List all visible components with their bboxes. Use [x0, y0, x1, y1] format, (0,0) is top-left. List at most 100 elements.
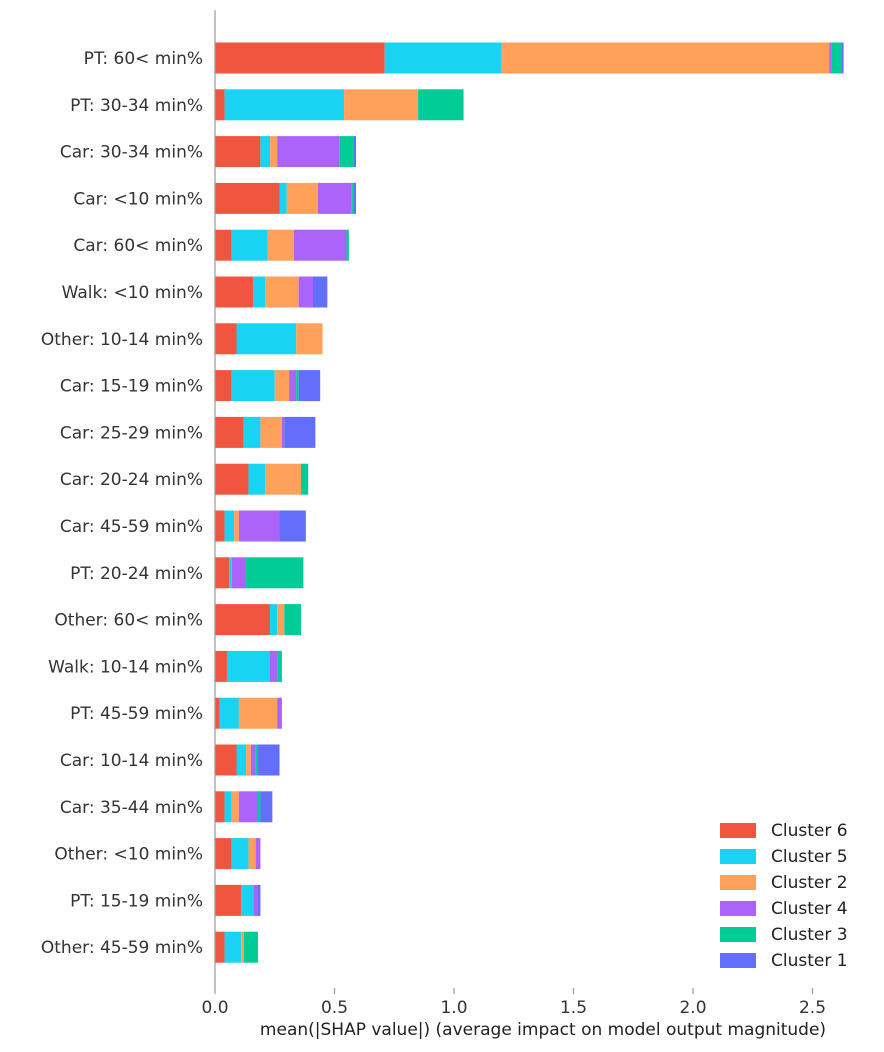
- bar-segment: [831, 42, 842, 74]
- bar-segment: [231, 229, 268, 261]
- bar-segment: [238, 510, 280, 542]
- bar-segment: [296, 370, 299, 402]
- y-tick-label: PT: 60< min%: [84, 49, 203, 69]
- bar-segment: [219, 697, 239, 729]
- bar-segment: [501, 42, 830, 74]
- y-tick-label: Other: 45-59 min%: [41, 938, 203, 958]
- y-tick-label: Car: 20-24 min%: [60, 470, 203, 490]
- bar-segment: [312, 276, 328, 308]
- bar-segment: [243, 416, 261, 448]
- legend-label: Cluster 4: [771, 899, 848, 919]
- bar-segment: [215, 276, 254, 308]
- bar-segment: [346, 229, 349, 261]
- bar-segment: [274, 370, 290, 402]
- bar-segment: [293, 229, 347, 261]
- bar-segment: [215, 370, 232, 402]
- bar-segment: [253, 884, 259, 916]
- bar-segment: [279, 182, 287, 214]
- bar-segment: [215, 136, 261, 168]
- bar-segment: [215, 884, 242, 916]
- x-axis-label: mean(|SHAP value|) (average impact on mo…: [260, 1020, 826, 1040]
- bar-segment: [265, 276, 299, 308]
- bar-segment: [258, 884, 261, 916]
- x-tick-label: 1.0: [440, 998, 467, 1018]
- bar-segment: [215, 838, 232, 870]
- bar-segment: [351, 182, 354, 214]
- bar-segment: [224, 89, 345, 121]
- y-tick-label: Car: 10-14 min%: [60, 751, 203, 771]
- legend-swatch: [720, 823, 756, 838]
- legend-label: Cluster 1: [771, 951, 848, 971]
- bar-segment: [215, 604, 270, 636]
- bar-segment: [258, 744, 280, 776]
- bar-segment: [286, 182, 318, 214]
- bar-segment: [243, 931, 259, 963]
- bar-segment: [253, 276, 266, 308]
- y-tick-label: PT: 45-59 min%: [70, 704, 203, 724]
- legend-swatch: [720, 901, 756, 916]
- bar-segment: [236, 744, 247, 776]
- bar-segment: [231, 557, 247, 589]
- x-tick-label: 2.0: [679, 998, 706, 1018]
- bar-segment: [298, 276, 313, 308]
- bar-segment: [284, 604, 302, 636]
- bar-segment: [246, 744, 251, 776]
- bar-segment: [269, 136, 278, 168]
- bar-segment: [215, 744, 237, 776]
- bar-segment: [353, 182, 357, 214]
- bar-segment: [224, 791, 232, 823]
- bar-segment: [246, 557, 304, 589]
- y-tick-label: Car: 60< min%: [73, 236, 203, 256]
- bar-segment: [281, 416, 285, 448]
- y-tick-label: Other: <10 min%: [54, 845, 203, 865]
- legend-swatch: [720, 875, 756, 890]
- legend-label: Cluster 6: [771, 821, 848, 841]
- y-tick-label: Walk: 10-14 min%: [48, 657, 203, 677]
- legend: Cluster 6 Cluster 5 Cluster 2 Cluster 4 Clus…: [720, 821, 848, 971]
- y-tick-label: Car: 25-29 min%: [60, 423, 203, 443]
- bar-segment: [267, 229, 294, 261]
- bar-segment: [229, 557, 232, 589]
- bar-segment: [236, 323, 297, 355]
- bar-segment: [248, 463, 266, 495]
- bar-segment: [231, 791, 239, 823]
- legend-label: Cluster 5: [771, 847, 848, 867]
- bar-segment: [248, 838, 256, 870]
- x-axis: 0.0 0.5 1.0 1.5 2.0 2.5: [201, 988, 826, 1018]
- x-tick-label: 2.5: [799, 998, 826, 1018]
- y-tick-label: PT: 30-34 min%: [70, 96, 203, 116]
- bar-segment: [224, 931, 242, 963]
- legend-swatch: [720, 927, 756, 942]
- legend-swatch: [720, 953, 756, 968]
- bar-segment: [215, 229, 232, 261]
- bar-segment: [250, 744, 256, 776]
- bar-segment: [231, 370, 275, 402]
- bar-segment: [277, 650, 282, 682]
- bar-segment: [241, 884, 254, 916]
- bar-segment: [289, 370, 297, 402]
- bar-segment: [231, 838, 249, 870]
- bar-segment: [255, 838, 261, 870]
- bar-segment: [296, 323, 323, 355]
- bar-segment: [215, 557, 230, 589]
- bar-segment: [215, 89, 225, 121]
- bar-segment: [215, 416, 244, 448]
- bar-segment: [255, 744, 259, 776]
- y-tick-label: PT: 20-24 min%: [70, 564, 203, 584]
- bar-segment: [277, 136, 340, 168]
- bar-segment: [234, 510, 239, 542]
- y-tick-label: Other: 10-14 min%: [41, 330, 203, 350]
- bar-segment: [277, 604, 285, 636]
- bar-segment: [215, 931, 225, 963]
- legend-label: Cluster 3: [771, 925, 848, 945]
- bar-segment: [269, 650, 278, 682]
- bar-segment: [260, 791, 273, 823]
- y-tick-labels: PT: 60< min% PT: 30-34 min% Car: 30-34 min…: [41, 49, 203, 958]
- y-tick-label: Car: 45-59 min%: [60, 517, 203, 537]
- bar-segment: [265, 463, 302, 495]
- y-tick-label: Car: 35-44 min%: [60, 798, 203, 818]
- bar-segment: [241, 931, 244, 963]
- bar-segment: [215, 697, 220, 729]
- bar-segment: [224, 510, 235, 542]
- x-tick-label: 0.0: [201, 998, 228, 1018]
